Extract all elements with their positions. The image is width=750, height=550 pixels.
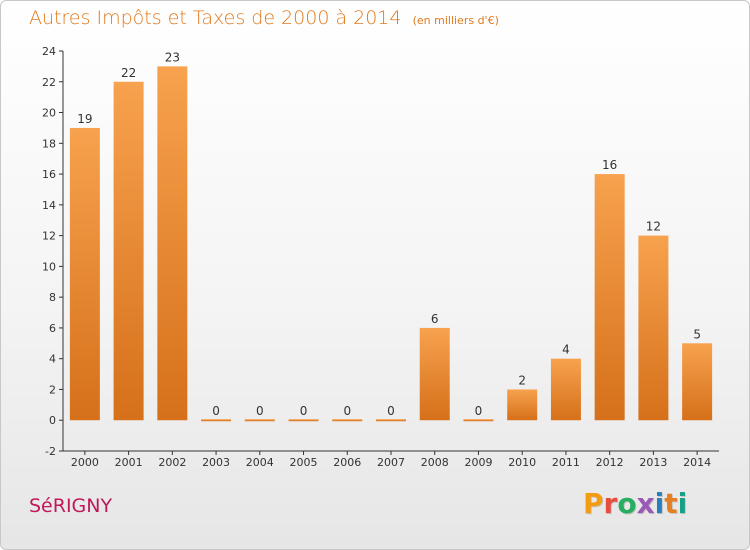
- bar: [507, 389, 538, 421]
- data-label: 6: [431, 312, 439, 326]
- data-label: 22: [121, 66, 136, 80]
- bar: [463, 419, 494, 422]
- y-tick-label: 8: [49, 291, 56, 304]
- x-tick-label: 2012: [596, 456, 624, 469]
- bar: [157, 66, 188, 421]
- bar: [594, 174, 625, 421]
- x-tick-label: 2005: [290, 456, 318, 469]
- bar: [376, 419, 406, 422]
- data-label: 4: [562, 343, 570, 357]
- chart-title-row: Autres Impôts et Taxes de 2000 à 2014 (e…: [29, 7, 499, 29]
- y-tick-label: 22: [42, 76, 56, 89]
- bar: [69, 127, 100, 421]
- data-label: 19: [77, 112, 92, 126]
- bar: [638, 235, 669, 421]
- data-label: 2: [518, 373, 526, 387]
- x-tick-label: 2006: [333, 456, 361, 469]
- data-label: 0: [212, 404, 220, 418]
- data-label: 12: [646, 220, 661, 234]
- bar: [550, 358, 581, 421]
- y-tick-label: -2: [45, 445, 56, 458]
- y-tick-label: 6: [49, 322, 56, 335]
- bar: [113, 81, 144, 421]
- bars-group: [69, 66, 713, 422]
- y-tick-label: 14: [42, 199, 56, 212]
- x-tick-label: 2009: [464, 456, 492, 469]
- y-tick-label: 4: [49, 353, 56, 366]
- x-tick-label: 2000: [71, 456, 99, 469]
- y-tick-label: 20: [42, 107, 56, 120]
- data-label: 0: [300, 404, 308, 418]
- commune-name: SéRIGNY: [29, 495, 113, 517]
- y-tick-label: 16: [42, 168, 56, 181]
- x-tick-label: 2002: [158, 456, 186, 469]
- y-tick-label: 18: [42, 137, 56, 150]
- logo-letter: r: [603, 487, 618, 520]
- x-tick-label: 2013: [639, 456, 667, 469]
- logo-letter: x: [636, 487, 655, 520]
- y-tick-label: 10: [42, 260, 56, 273]
- x-tick-label: 2001: [115, 456, 143, 469]
- y-tick-label: 24: [42, 45, 56, 58]
- bar: [332, 419, 363, 422]
- bar: [201, 419, 232, 422]
- data-label: 0: [475, 404, 483, 418]
- data-label: 16: [602, 158, 617, 172]
- data-labels-group: 19 22 23 0 0 0 0 0 6 0 2 4 16 12 5: [77, 50, 701, 418]
- logo-letter: o: [617, 487, 637, 520]
- x-tick-label: 2003: [202, 456, 230, 469]
- chart-subtitle: (en milliers d'€): [412, 14, 499, 27]
- logo-letter: t: [664, 487, 678, 520]
- data-label: 0: [387, 404, 395, 418]
- logo-letter: P: [583, 487, 604, 520]
- x-tick-label: 2007: [377, 456, 405, 469]
- y-tick-label: 0: [49, 414, 56, 427]
- data-label: 0: [256, 404, 264, 418]
- x-tick-label: 2008: [421, 456, 449, 469]
- data-label: 23: [165, 50, 180, 64]
- bar: [419, 327, 450, 421]
- logo-letter: i: [654, 487, 665, 520]
- y-tick-label: 12: [42, 230, 56, 243]
- x-tick-label: 2011: [552, 456, 580, 469]
- chart-title: Autres Impôts et Taxes de 2000 à 2014: [29, 7, 402, 29]
- data-label: 0: [343, 404, 351, 418]
- x-tick-label: 2010: [508, 456, 536, 469]
- y-tick-label: 2: [49, 383, 56, 396]
- logo-letter: i: [677, 487, 688, 520]
- x-tick-label: 2014: [683, 456, 711, 469]
- x-tick-label: 2004: [246, 456, 274, 469]
- data-label: 5: [693, 327, 701, 341]
- proxiti-logo[interactable]: Proxiti: [583, 487, 687, 520]
- bar: [244, 419, 275, 422]
- bar: [288, 419, 319, 422]
- bar: [682, 343, 713, 421]
